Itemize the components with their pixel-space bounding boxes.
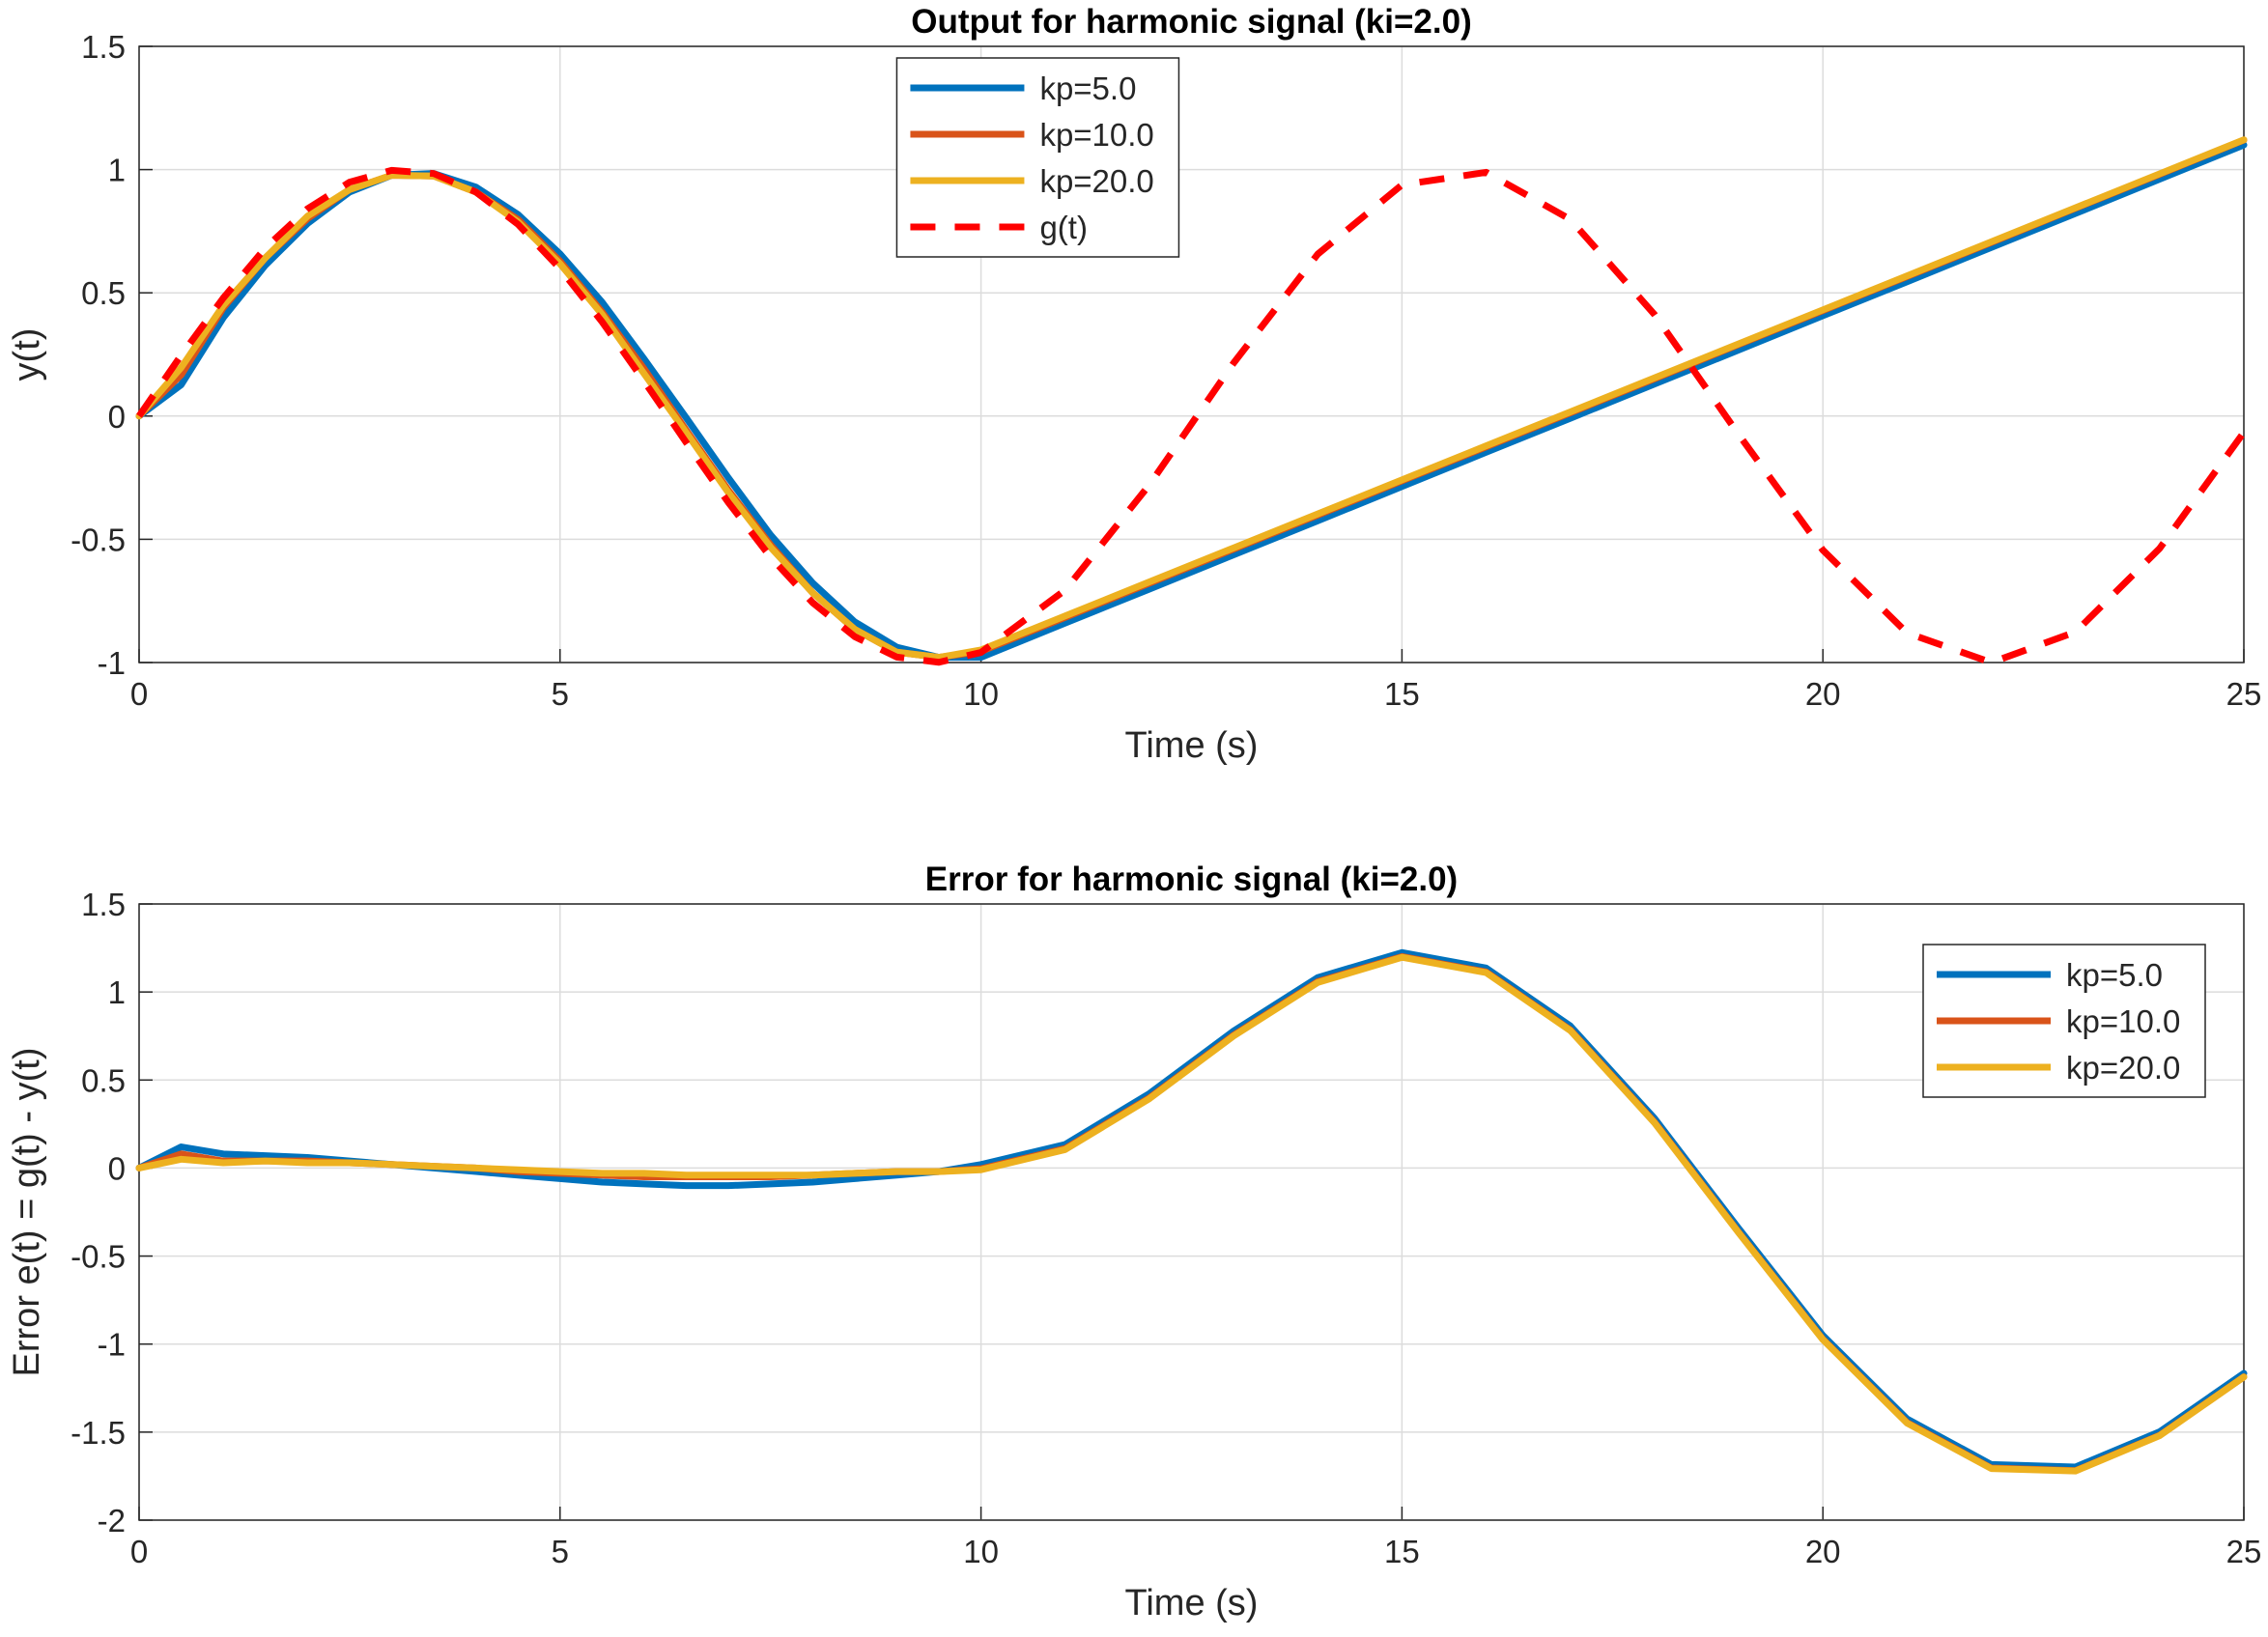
y-tick-label: -0.5 <box>71 1239 126 1275</box>
x-tick-label: 0 <box>130 1534 148 1569</box>
x-tick-label: 5 <box>552 676 569 712</box>
x-tick-label: 10 <box>963 676 999 712</box>
legend-label: kp=20.0 <box>2066 1050 2180 1086</box>
x-tick-label: 15 <box>1384 676 1420 712</box>
legend-label: kp=10.0 <box>2066 1003 2180 1039</box>
chart-title: Error for harmonic signal (ki=2.0) <box>925 861 1458 898</box>
y-tick-label: -1 <box>98 645 126 681</box>
y-tick-label: 0 <box>108 399 126 435</box>
y-tick-label: -2 <box>98 1503 126 1538</box>
x-tick-label: 25 <box>2226 676 2262 712</box>
axes-box <box>138 45 2245 663</box>
x-tick-label: 15 <box>1384 1534 1420 1569</box>
y-tick-label: -1 <box>98 1327 126 1363</box>
y-axis-label: Error e(t) = g(t) - y(t) <box>7 1048 47 1377</box>
axes-box <box>138 903 2245 1521</box>
legend-label: g(t) <box>1039 210 1088 245</box>
y-tick-label: 1.5 <box>81 29 126 65</box>
line-series <box>136 166 2247 666</box>
x-tick-label: 20 <box>1805 676 1841 712</box>
x-tick-label: 5 <box>552 1534 569 1569</box>
x-tick-label: 20 <box>1805 1534 1841 1569</box>
x-axis-label: Time (s) <box>1125 1583 1259 1623</box>
y-tick-label: 1 <box>108 974 126 1010</box>
legend-label: kp=10.0 <box>1039 117 1153 153</box>
legend-label: kp=5.0 <box>2066 957 2163 993</box>
y-tick-label: -0.5 <box>71 522 126 557</box>
legend-label: kp=5.0 <box>1039 71 1136 106</box>
legend-label: kp=20.0 <box>1039 163 1153 199</box>
plot-area <box>139 904 2244 1520</box>
y-tick-label: 0.5 <box>81 1062 126 1098</box>
y-axis-label: y(t) <box>7 328 47 381</box>
x-tick-label: 25 <box>2226 1534 2262 1569</box>
y-tick-label: 1.5 <box>81 887 126 922</box>
x-tick-label: 10 <box>963 1534 999 1569</box>
x-axis-label: Time (s) <box>1125 725 1259 766</box>
chart-title: Output for harmonic signal (ki=2.0) <box>911 3 1472 41</box>
line-series <box>135 953 2248 1475</box>
y-tick-label: 0.5 <box>81 275 126 311</box>
line-series <box>135 136 2248 662</box>
y-tick-label: 0 <box>108 1150 126 1186</box>
y-tick-label: 1 <box>108 153 126 188</box>
x-tick-label: 0 <box>130 676 148 712</box>
y-tick-label: -1.5 <box>71 1415 126 1451</box>
plot-area <box>139 46 2244 663</box>
